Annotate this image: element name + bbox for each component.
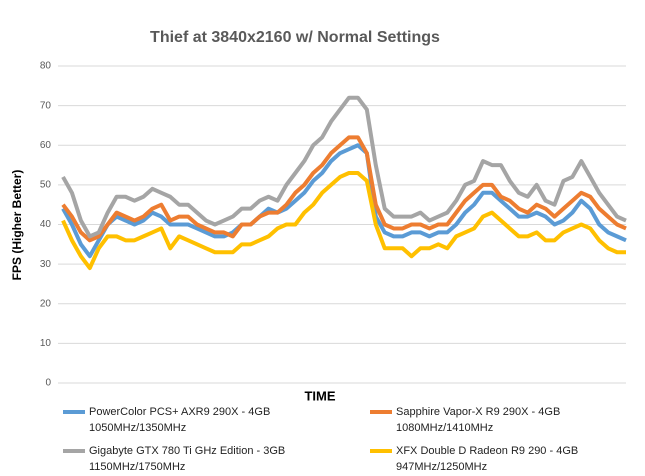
series-line: [61, 143, 627, 259]
y-tick-label: 70: [40, 100, 52, 111]
y-tick-label: 80: [40, 61, 52, 72]
series-line: [61, 135, 627, 243]
series-line: [61, 95, 627, 239]
legend-swatch: [63, 410, 85, 414]
chart-title: Thief at 3840x2160 w/ Normal Settings: [150, 29, 440, 46]
y-tick-label: 60: [40, 140, 52, 151]
legend-label: Gigabyte GTX 780 Ti GHz Edition - 3GB 11…: [89, 445, 286, 473]
y-tick-label: 50: [40, 180, 52, 191]
y-tick-label: 30: [40, 259, 52, 270]
y-tick-label: 40: [40, 219, 52, 230]
legend-label: Sapphire Vapor-X R9 290X - 4GB 1080MHz/1…: [396, 406, 561, 434]
y-axis-label: FPS (Higher Better): [10, 170, 24, 281]
legend-label: XFX Double D Radeon R9 290 - 4GB 947MHz/…: [396, 445, 579, 473]
x-axis-label: TIME: [304, 388, 335, 403]
y-tick-label: 0: [45, 378, 51, 389]
y-tick-label: 20: [40, 298, 52, 309]
legend-swatch: [370, 449, 392, 453]
series-line: [61, 170, 626, 271]
y-tick-label: 10: [40, 338, 52, 349]
legend-swatch: [63, 449, 85, 453]
legend-label: PowerColor PCS+ AXR9 290X - 4GB 1050MHz/…: [89, 406, 271, 434]
legend-swatch: [370, 410, 392, 414]
